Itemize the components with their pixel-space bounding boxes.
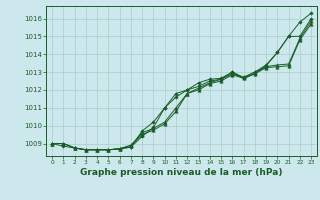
X-axis label: Graphe pression niveau de la mer (hPa): Graphe pression niveau de la mer (hPa) (80, 168, 283, 177)
